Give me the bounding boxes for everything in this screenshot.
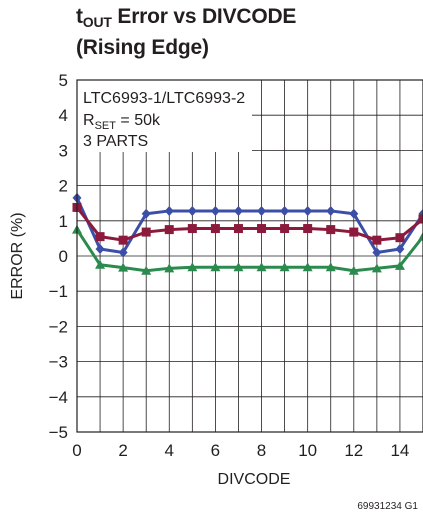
data-point xyxy=(418,231,423,241)
title-line-2: (Rising Edge) xyxy=(76,36,209,59)
data-point xyxy=(210,262,221,272)
y-tick-label: 2 xyxy=(59,177,68,196)
data-point xyxy=(210,205,220,216)
data-point xyxy=(280,205,290,216)
data-point xyxy=(348,265,359,275)
chart-title: tOUT Error vs DIVCODE (Rising Edge) xyxy=(76,4,296,61)
data-point xyxy=(95,243,105,254)
y-tick-label: −4 xyxy=(49,388,68,407)
x-tick-label: 10 xyxy=(298,441,317,460)
data-point xyxy=(257,205,267,216)
series-line xyxy=(75,197,423,254)
data-point xyxy=(325,262,336,272)
data-point xyxy=(118,262,129,272)
y-tick-label: 0 xyxy=(59,247,68,266)
y-tick-label: 5 xyxy=(59,71,68,90)
series-line xyxy=(75,228,423,273)
x-axis-label: DIVCODE xyxy=(218,471,291,488)
data-point xyxy=(303,224,313,234)
data-point xyxy=(187,262,198,272)
annotation-background xyxy=(77,80,252,152)
y-axis-label: ERROR (%) xyxy=(9,212,26,299)
data-point xyxy=(395,243,405,254)
y-tick-label: −1 xyxy=(49,282,68,301)
annotation-block: LTC6993-1/LTC6993-2 RSET = 50k 3 PARTS xyxy=(83,90,245,150)
data-point xyxy=(349,227,359,237)
series-3 xyxy=(72,224,423,275)
figure-code: 69931234 G1 xyxy=(357,501,418,512)
data-point xyxy=(95,232,105,242)
data-point xyxy=(141,227,151,237)
data-point xyxy=(280,224,290,234)
y-tick-label: 1 xyxy=(59,212,68,231)
data-point xyxy=(302,262,313,272)
annotation-line-2: RSET = 50k xyxy=(83,112,161,132)
data-point xyxy=(372,247,382,258)
y-tick-label: 3 xyxy=(59,141,68,160)
data-point xyxy=(141,208,151,219)
data-point xyxy=(326,205,336,216)
data-point xyxy=(141,265,152,275)
y-tick-label: −3 xyxy=(49,353,68,372)
data-point xyxy=(303,205,313,216)
y-tick-label: −2 xyxy=(49,317,68,336)
annotation-line-1: LTC6993-1/LTC6993-2 xyxy=(83,90,245,107)
data-point xyxy=(233,205,243,216)
x-tick-label: 0 xyxy=(72,441,81,460)
data-point xyxy=(326,225,336,235)
plot-frame xyxy=(76,79,423,433)
data-point xyxy=(187,205,197,216)
series-2 xyxy=(72,202,423,245)
data-point xyxy=(164,263,175,273)
data-point xyxy=(233,262,244,272)
data-point xyxy=(349,208,359,219)
data-point xyxy=(164,225,174,235)
data-point xyxy=(187,224,197,234)
x-tick-label: 14 xyxy=(390,441,409,460)
data-point xyxy=(372,235,382,245)
data-point xyxy=(418,214,423,224)
data-point xyxy=(118,235,128,245)
data-point xyxy=(371,263,382,273)
x-tick-label: 12 xyxy=(344,441,363,460)
series-line xyxy=(75,206,423,242)
y-tick-label: −5 xyxy=(49,423,68,442)
data-point xyxy=(233,224,243,234)
data-point xyxy=(394,260,405,270)
annotation-line-3: 3 PARTS xyxy=(83,133,148,150)
x-tick-label: 6 xyxy=(211,441,220,460)
data-point xyxy=(395,233,405,243)
x-tick-label: 8 xyxy=(257,441,266,460)
title-line-1: tOUT Error vs DIVCODE xyxy=(76,5,297,30)
x-tick-label: 4 xyxy=(165,441,174,460)
data-point xyxy=(210,224,220,234)
data-point xyxy=(118,247,128,258)
data-point xyxy=(256,262,267,272)
data-point xyxy=(164,205,174,216)
data-point xyxy=(257,224,267,234)
data-series xyxy=(72,192,423,275)
x-tick-label: 2 xyxy=(118,441,127,460)
data-point xyxy=(279,262,290,272)
y-tick-label: 4 xyxy=(59,106,68,125)
chart-grid xyxy=(77,80,423,432)
data-point xyxy=(95,259,106,269)
series-1 xyxy=(72,192,423,258)
